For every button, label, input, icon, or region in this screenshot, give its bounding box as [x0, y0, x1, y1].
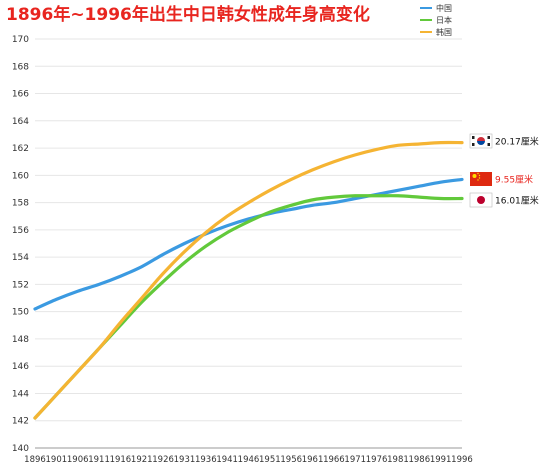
x-tick-label: 1936	[195, 455, 217, 465]
x-tick-label: 1901	[46, 455, 68, 465]
y-tick-label: 162	[12, 144, 29, 154]
y-tick-label: 166	[12, 90, 29, 100]
chart-title: 1896年~1996年出生中日韩女性成年身高变化	[6, 4, 370, 25]
legend-label: 韩国	[436, 27, 452, 37]
x-tick-label: 1906	[67, 455, 89, 465]
x-tick-label: 1941	[216, 455, 238, 465]
x-tick-label: 1916	[110, 455, 132, 465]
x-tick-label: 1911	[88, 455, 110, 465]
y-tick-label: 170	[12, 35, 29, 45]
legend-label: 日本	[436, 15, 452, 25]
x-axis-ticks: 1896 1901 1906 1911 1916 1921 1926 1931 1936 1941…	[24, 455, 473, 465]
y-tick-label: 142	[12, 417, 29, 427]
x-tick-label: 1991	[430, 455, 452, 465]
korea-flag-icon	[469, 133, 493, 149]
annotation-cn: 9.55厘米	[470, 172, 533, 186]
x-tick-label: 1931	[174, 455, 196, 465]
y-tick-label: 144	[12, 389, 29, 399]
y-tick-label: 148	[12, 335, 29, 345]
series-line-日本	[33, 194, 464, 420]
china-flag-icon	[470, 172, 492, 186]
x-tick-label: 1966	[323, 455, 345, 465]
y-tick-label: 154	[12, 253, 29, 263]
x-tick-label: 1961	[302, 455, 324, 465]
annotations: 20.17厘米 9.55厘米 16.01厘米	[469, 133, 539, 208]
x-tick-label: 1921	[131, 455, 153, 465]
x-tick-label: 1981	[387, 455, 409, 465]
x-tick-label: 1976	[366, 455, 388, 465]
legend-label: 中国	[436, 3, 452, 13]
x-tick-label: 1971	[344, 455, 366, 465]
y-tick-label: 160	[12, 171, 29, 181]
y-tick-label: 156	[12, 226, 29, 236]
series-line-韩国	[33, 140, 464, 420]
y-tick-label: 150	[12, 308, 29, 318]
x-tick-label: 1926	[152, 455, 174, 465]
japan-flag-icon	[469, 192, 493, 208]
annotation-label: 16.01厘米	[495, 195, 539, 207]
series-lines	[33, 140, 464, 420]
x-tick-label: 1896	[24, 455, 46, 465]
annotation-kr: 20.17厘米	[469, 133, 539, 149]
y-tick-label: 164	[12, 117, 29, 127]
y-tick-label: 140	[12, 444, 29, 454]
x-tick-label: 1986	[408, 455, 430, 465]
x-tick-label: 1996	[451, 455, 473, 465]
series-line-中国	[33, 177, 464, 311]
annotation-label: 20.17厘米	[495, 136, 539, 148]
y-tick-label: 158	[12, 199, 29, 209]
x-tick-label: 1946	[238, 455, 260, 465]
annotation-jp: 16.01厘米	[469, 192, 539, 208]
y-tick-label: 168	[12, 62, 29, 72]
y-tick-label: 152	[12, 280, 29, 290]
annotation-label: 9.55厘米	[495, 174, 533, 186]
y-axis-ticks: 140 142 144 146 148 150 152 154 156 158 160 162 164 1…	[12, 35, 29, 454]
grid	[35, 38, 462, 449]
x-tick-label: 1951	[259, 455, 281, 465]
x-tick-label: 1956	[280, 455, 302, 465]
y-tick-label: 146	[12, 362, 29, 372]
